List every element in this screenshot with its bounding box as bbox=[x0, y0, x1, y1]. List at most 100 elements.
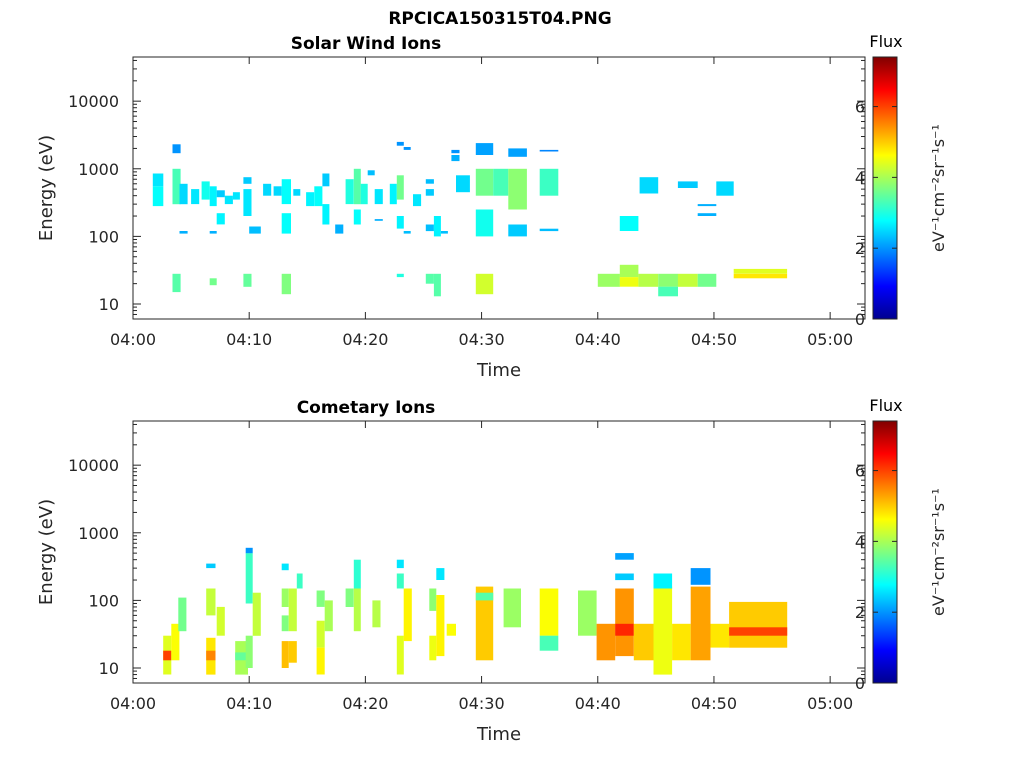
heatmap-cell bbox=[475, 592, 494, 601]
heatmap-cell bbox=[653, 573, 673, 589]
x-tick-label: 04:40 bbox=[575, 330, 621, 349]
x-tick-label: 04:00 bbox=[110, 330, 156, 349]
heatmap-cell bbox=[281, 615, 289, 632]
heatmap-cell bbox=[615, 553, 634, 560]
heatmap-cell bbox=[396, 141, 404, 146]
heatmap-cell bbox=[296, 573, 303, 589]
heatmap-cell bbox=[690, 586, 711, 661]
colorbar-tick-label: 6 bbox=[855, 98, 865, 117]
heatmap-cell bbox=[316, 620, 325, 648]
heatmap-cell bbox=[172, 144, 181, 154]
heatmap-cell bbox=[314, 186, 323, 207]
colorbar-tick-label: 4 bbox=[855, 168, 865, 187]
heatmap-cell bbox=[322, 204, 330, 225]
x-tick-label: 05:00 bbox=[807, 694, 853, 713]
heatmap-cell bbox=[677, 273, 698, 287]
colorbar-title: Flux bbox=[869, 396, 902, 415]
y-tick-label: 100 bbox=[88, 227, 119, 246]
heatmap-cell bbox=[615, 623, 634, 636]
heatmap-cell bbox=[403, 147, 411, 150]
y-tick-label: 10000 bbox=[68, 92, 119, 111]
heatmap-cell bbox=[172, 168, 181, 205]
x-axis-label: Time bbox=[476, 724, 521, 745]
heatmap-cell bbox=[209, 278, 217, 286]
heatmap-cell bbox=[152, 186, 164, 207]
heatmap-cell bbox=[322, 173, 330, 187]
heatmap-cell bbox=[243, 177, 252, 184]
heatmap-cell bbox=[152, 173, 164, 187]
heatmap-cell bbox=[316, 590, 325, 607]
heatmap-cell bbox=[690, 568, 711, 585]
heatmap-cell bbox=[396, 573, 404, 589]
heatmap-cell bbox=[539, 168, 559, 196]
heatmap-cell bbox=[475, 143, 494, 155]
heatmap-cell bbox=[243, 189, 252, 216]
heatmap-cells bbox=[152, 141, 788, 297]
heatmap-cell bbox=[451, 149, 460, 154]
heatmap-cell bbox=[672, 623, 691, 661]
colorbar-label: eV⁻¹cm⁻²sr⁻¹s⁻¹ bbox=[929, 124, 948, 252]
heatmap-cell bbox=[171, 623, 180, 661]
heatmap-cell bbox=[451, 155, 460, 162]
heatmap-cell bbox=[475, 209, 494, 237]
x-tick-label: 04:20 bbox=[342, 694, 388, 713]
x-tick-label: 04:10 bbox=[226, 330, 272, 349]
heatmap-cell bbox=[436, 568, 445, 580]
heatmap-cell bbox=[316, 647, 325, 675]
x-tick-label: 04:50 bbox=[691, 694, 737, 713]
heatmap-cell bbox=[697, 204, 717, 207]
heatmap-cell bbox=[615, 588, 634, 657]
heatmap-cell bbox=[403, 231, 411, 234]
heatmap-cell bbox=[429, 635, 437, 661]
heatmap-cell bbox=[389, 183, 397, 205]
x-tick-label: 04:00 bbox=[110, 694, 156, 713]
heatmap-cell bbox=[729, 627, 788, 636]
figure-title: RPCICA150315T04.PNG bbox=[388, 9, 611, 29]
heatmap-cell bbox=[433, 273, 441, 297]
y-tick-label: 10000 bbox=[68, 456, 119, 475]
heatmap-cell bbox=[446, 623, 456, 636]
colorbar-label: eV⁻¹cm⁻²sr⁻¹s⁻¹ bbox=[929, 488, 948, 616]
heatmap-cell bbox=[172, 273, 181, 293]
heatmap-cell bbox=[367, 170, 375, 176]
y-tick-label: 10 bbox=[99, 659, 119, 678]
heatmap-cell bbox=[440, 231, 448, 234]
solar-wind-ions-panel: Solar Wind Ions 04:00 04:10 04:20 04:30 04:40… bbox=[36, 32, 948, 381]
heatmap-cell bbox=[353, 559, 361, 589]
heatmap-cell bbox=[539, 588, 559, 636]
heatmap-cell bbox=[475, 273, 494, 295]
heatmap-cell bbox=[360, 183, 368, 205]
heatmap-cell bbox=[653, 586, 673, 675]
heatmap-cell bbox=[503, 588, 521, 628]
y-axis-label: Energy (eV) bbox=[36, 499, 57, 605]
heatmap-cell bbox=[539, 149, 559, 152]
colorbar-tick-label: 0 bbox=[855, 310, 865, 329]
heatmap-cell bbox=[697, 273, 717, 287]
y-tick-label: 10 bbox=[99, 295, 119, 314]
heatmap-cell bbox=[206, 650, 216, 661]
heatmap-cell bbox=[353, 168, 361, 205]
heatmap-cell bbox=[281, 213, 291, 234]
x-tick-label: 04:10 bbox=[226, 694, 272, 713]
heatmap-cell bbox=[425, 273, 434, 284]
heatmap-cell bbox=[697, 213, 717, 216]
heatmap-cell bbox=[615, 573, 634, 581]
heatmap-cell bbox=[353, 588, 361, 632]
heatmap-cell bbox=[597, 273, 620, 287]
heatmap-cell bbox=[396, 559, 404, 569]
heatmap-cell bbox=[263, 183, 272, 196]
heatmap-cell bbox=[288, 588, 297, 632]
colorbar bbox=[872, 56, 898, 320]
heatmap-cell bbox=[508, 224, 527, 237]
heatmap-cell bbox=[403, 588, 412, 642]
heatmap-cell bbox=[224, 195, 233, 205]
heatmap-cell bbox=[353, 209, 361, 225]
heatmap-cell bbox=[729, 601, 788, 648]
heatmap-cell bbox=[619, 216, 639, 231]
y-tick-label: 100 bbox=[88, 591, 119, 610]
heatmap-cell bbox=[249, 226, 261, 234]
heatmap-cell bbox=[475, 168, 494, 196]
heatmap-cell bbox=[508, 148, 527, 157]
